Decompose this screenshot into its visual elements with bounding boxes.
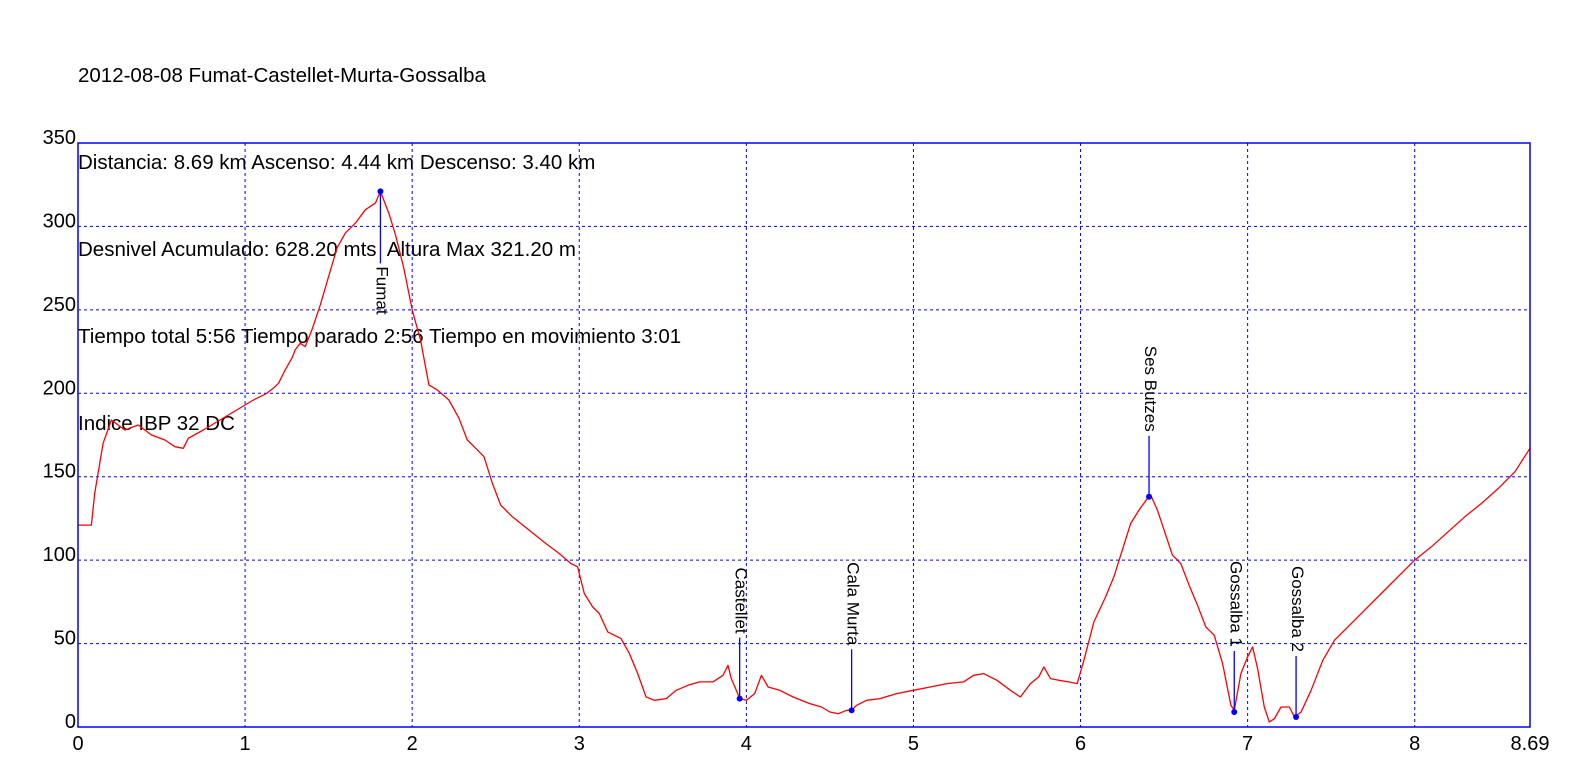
waypoint-label: Gossalba 1 <box>1226 561 1245 647</box>
waypoint-marker <box>848 707 855 714</box>
x-tick-label: 5 <box>908 733 919 755</box>
y-tick-label: 250 <box>43 294 76 316</box>
waypoint-marker <box>1146 493 1153 500</box>
grid-lines <box>78 143 1530 727</box>
waypoint-marker <box>1293 713 1300 720</box>
time-line: Tiempo total 5:56 Tiempo parado 2:56 Tie… <box>78 325 682 348</box>
x-tick-label: 8 <box>1409 733 1420 755</box>
y-tick-label: 200 <box>43 377 76 399</box>
elevation-profile <box>78 190 1531 723</box>
waypoint-castellet: Castellet <box>732 567 751 702</box>
waypoint-marker <box>736 695 743 702</box>
ibp-index-line: Indice IBP 32 DC <box>78 412 235 435</box>
y-tick-label: 300 <box>43 210 76 232</box>
y-axis-ticks: 0 50 100 150 200 250 300 350 <box>43 127 76 733</box>
y-tick-label: 50 <box>54 628 76 650</box>
waypoint-label: Fumat <box>372 266 391 314</box>
waypoint-gossalba-2: Gossalba 2 <box>1288 566 1307 720</box>
chart-title: 2012-08-08 Fumat-Castellet-Murta-Gossalb… <box>78 64 486 87</box>
waypoint-gossalba-1: Gossalba 1 <box>1226 561 1245 715</box>
chart-header: 2012-08-08 Fumat-Castellet-Murta-Gossalb… <box>78 3 681 467</box>
x-tick-label: 6 <box>1075 733 1086 755</box>
waypoint-ses-butzes: Ses Butzes <box>1141 346 1160 500</box>
y-tick-label: 150 <box>43 461 76 483</box>
waypoint-label: Castellet <box>732 567 751 633</box>
y-tick-label: 100 <box>43 544 76 566</box>
elevation-line <box>78 190 1531 723</box>
waypoint-fumat: Fumat <box>372 188 391 315</box>
x-tick-label: 0 <box>72 733 83 755</box>
x-tick-label: 1 <box>240 733 251 755</box>
waypoint-cala-murta: Cala Murta <box>844 562 863 714</box>
x-tick-label: 3 <box>574 733 585 755</box>
x-tick-label: 7 <box>1242 733 1253 755</box>
x-tick-label: 4 <box>741 733 752 755</box>
y-tick-label: 0 <box>65 711 76 733</box>
plot-frame <box>77 142 1531 728</box>
distance-line: Distancia: 8.69 km Ascenso: 4.44 km Desc… <box>78 151 596 174</box>
waypoint-marker <box>377 188 384 195</box>
waypoint-label: Gossalba 2 <box>1288 566 1307 652</box>
x-tick-label: 2 <box>407 733 418 755</box>
waypoint-label: Ses Butzes <box>1141 346 1160 432</box>
waypoint-markers: Fumat Castellet Cala Murta Ses Butzes Gossal… <box>372 188 1307 720</box>
y-tick-label: 350 <box>43 127 76 149</box>
x-axis-ticks: 0 1 2 3 4 5 6 7 8 8.69 <box>72 733 1549 755</box>
waypoint-label: Cala Murta <box>844 562 863 646</box>
waypoint-marker <box>1231 708 1238 715</box>
x-tick-label: 8.69 <box>1511 733 1550 755</box>
